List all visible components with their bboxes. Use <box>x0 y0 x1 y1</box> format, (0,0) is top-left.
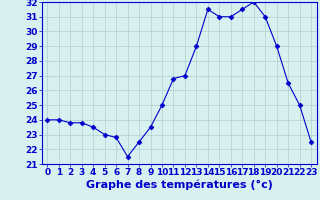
X-axis label: Graphe des températures (°c): Graphe des températures (°c) <box>86 180 273 190</box>
